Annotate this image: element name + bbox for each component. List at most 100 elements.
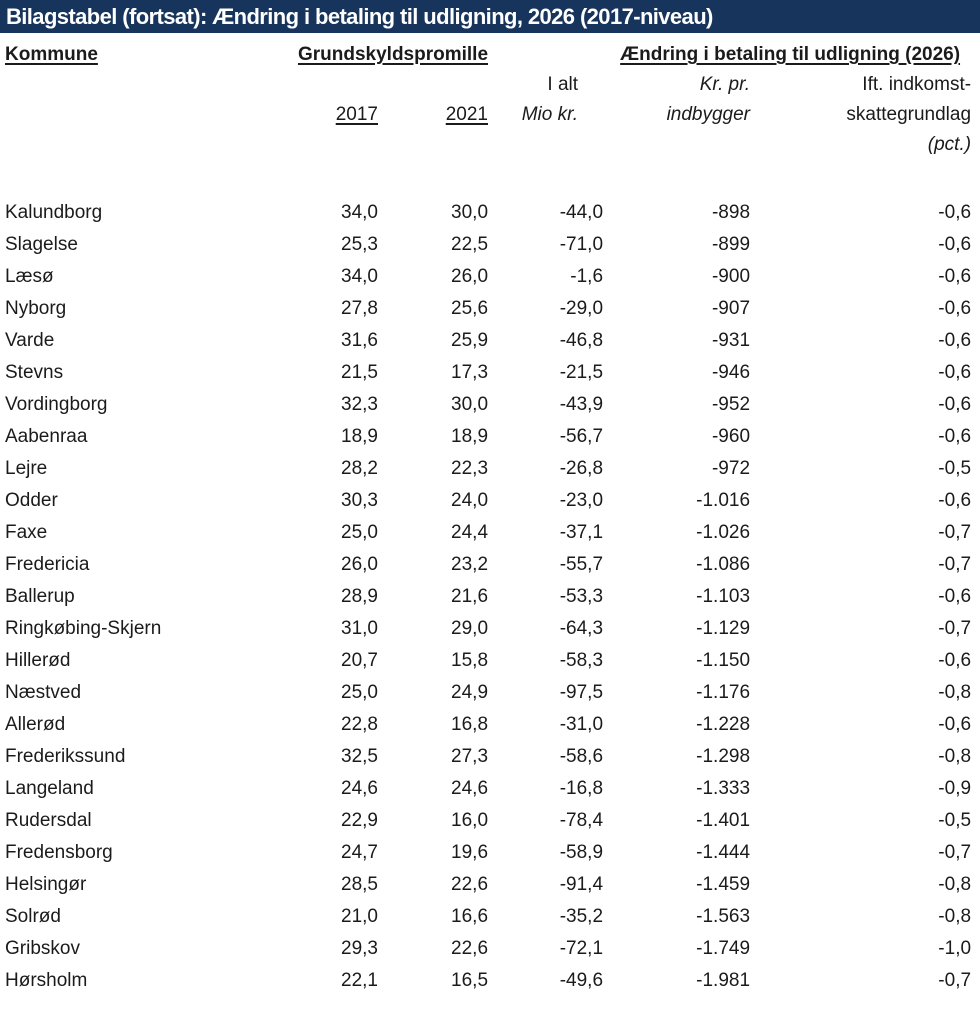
header-row-groups: Kommune Grundskyldspromille Ændring i be… — [0, 33, 980, 65]
cell-grundskyld-2021: 24,0 — [451, 490, 489, 512]
col-header-aendring-udligning: Ændring i betaling til udligning (2026) — [620, 44, 961, 66]
cell-i-alt-mio-kr: -55,7 — [559, 554, 604, 576]
cell-ift-pct: -0,8 — [938, 874, 972, 896]
cell-grundskyld-2021: 30,0 — [451, 394, 489, 416]
cell-ift-pct: -0,6 — [938, 234, 972, 256]
cell-i-alt-mio-kr: -58,6 — [559, 746, 604, 768]
cell-grundskyld-2021: 23,2 — [451, 554, 489, 576]
cell-ift-pct: -0,7 — [938, 554, 972, 576]
cell-i-alt-mio-kr: -97,5 — [559, 682, 604, 704]
table-row: Hørsholm 22,1 16,5 -49,6 -1.981 -0,7 — [0, 965, 980, 997]
col-header-kommune: Kommune — [5, 44, 98, 66]
table-row: Aabenraa 18,9 18,9 -56,7 -960 -0,6 — [0, 421, 980, 453]
cell-ift-pct: -0,7 — [938, 522, 972, 544]
cell-grundskyld-2017: 27,8 — [341, 298, 378, 320]
cell-grundskyld-2017: 25,3 — [341, 234, 378, 256]
cell-kr-pr-indbygger: -1.129 — [696, 618, 751, 640]
table-row: Slagelse 25,3 22,5 -71,0 -899 -0,6 — [0, 229, 980, 261]
subheader-2021: 2021 — [445, 104, 489, 126]
cell-kr-pr-indbygger: -1.228 — [696, 714, 751, 736]
cell-kommune: Hørsholm — [5, 970, 88, 992]
cell-ift-pct: -0,6 — [938, 330, 972, 352]
cell-grundskyld-2021: 22,5 — [451, 234, 489, 256]
cell-i-alt-mio-kr: -72,1 — [559, 938, 604, 960]
cell-kommune: Frederikssund — [5, 746, 126, 768]
cell-ift-pct: -0,6 — [938, 298, 972, 320]
cell-grundskyld-2017: 20,7 — [341, 650, 378, 672]
cell-i-alt-mio-kr: -26,8 — [559, 458, 604, 480]
cell-i-alt-mio-kr: -37,1 — [559, 522, 604, 544]
cell-ift-pct: -0,6 — [938, 426, 972, 448]
cell-kommune: Hillerød — [5, 650, 71, 672]
cell-kr-pr-indbygger: -1.026 — [696, 522, 751, 544]
empty-cell — [0, 155, 980, 197]
cell-kr-pr-indbygger: -931 — [711, 330, 751, 352]
cell-ift-pct: -0,5 — [938, 810, 972, 832]
cell-i-alt-mio-kr: -78,4 — [559, 810, 604, 832]
cell-kr-pr-indbygger: -960 — [711, 426, 751, 448]
cell-kr-pr-indbygger: -1.298 — [696, 746, 751, 768]
cell-i-alt-mio-kr: -29,0 — [559, 298, 604, 320]
cell-grundskyld-2021: 16,8 — [451, 714, 489, 736]
empty-cell — [0, 95, 280, 125]
empty-cell — [0, 65, 280, 95]
cell-ift-pct: -0,6 — [938, 266, 972, 288]
cell-kommune: Odder — [5, 490, 58, 512]
subheader-skattegrundlag: skattegrundlag — [846, 104, 972, 126]
cell-kommune: Næstved — [5, 682, 82, 704]
cell-i-alt-mio-kr: -53,3 — [559, 586, 604, 608]
table-row: Helsingør 28,5 22,6 -91,4 -1.459 -0,8 — [0, 869, 980, 901]
cell-i-alt-mio-kr: -1,6 — [570, 266, 604, 288]
title-bar: Bilagstabel (fortsat): Ændring i betalin… — [0, 0, 980, 33]
cell-kr-pr-indbygger: -1.150 — [696, 650, 751, 672]
cell-grundskyld-2017: 18,9 — [341, 426, 378, 448]
cell-i-alt-mio-kr: -56,7 — [559, 426, 604, 448]
cell-kr-pr-indbygger: -1.016 — [696, 490, 751, 512]
cell-kr-pr-indbygger: -946 — [711, 362, 751, 384]
cell-grundskyld-2021: 21,6 — [451, 586, 489, 608]
cell-kommune: Langeland — [5, 778, 94, 800]
cell-kommune: Ringkøbing-Skjern — [5, 618, 162, 640]
subheader-indbygger: indbygger — [666, 104, 751, 126]
cell-kr-pr-indbygger: -1.401 — [696, 810, 751, 832]
cell-ift-pct: -0,6 — [938, 586, 972, 608]
cell-grundskyld-2017: 30,3 — [341, 490, 378, 512]
cell-kommune: Aabenraa — [5, 426, 88, 448]
cell-grundskyld-2017: 29,3 — [341, 938, 378, 960]
cell-grundskyld-2021: 24,4 — [451, 522, 489, 544]
cell-grundskyld-2017: 28,5 — [341, 874, 378, 896]
table-row: Næstved 25,0 24,9 -97,5 -1.176 -0,8 — [0, 677, 980, 709]
cell-kommune: Gribskov — [5, 938, 80, 960]
cell-ift-pct: -0,8 — [938, 746, 972, 768]
cell-ift-pct: -0,9 — [938, 778, 972, 800]
cell-i-alt-mio-kr: -49,6 — [559, 970, 604, 992]
cell-grundskyld-2021: 16,6 — [451, 906, 489, 928]
cell-grundskyld-2017: 34,0 — [341, 266, 378, 288]
cell-kr-pr-indbygger: -1.086 — [696, 554, 751, 576]
cell-ift-pct: -0,8 — [938, 906, 972, 928]
table-row: Allerød 22,8 16,8 -31,0 -1.228 -0,6 — [0, 709, 980, 741]
page: Bilagstabel (fortsat): Ændring i betalin… — [0, 0, 980, 997]
cell-i-alt-mio-kr: -31,0 — [559, 714, 604, 736]
cell-grundskyld-2017: 32,3 — [341, 394, 378, 416]
cell-kommune: Rudersdal — [5, 810, 92, 832]
table-row: Rudersdal 22,9 16,0 -78,4 -1.401 -0,5 — [0, 805, 980, 837]
cell-i-alt-mio-kr: -71,0 — [559, 234, 604, 256]
table-header: Kommune Grundskyldspromille Ændring i be… — [0, 33, 980, 197]
table-row: Hillerød 20,7 15,8 -58,3 -1.150 -0,6 — [0, 645, 980, 677]
cell-kr-pr-indbygger: -900 — [711, 266, 751, 288]
subheader-mio-kr: Mio kr. — [521, 104, 579, 126]
cell-kr-pr-indbygger: -1.333 — [696, 778, 751, 800]
empty-cell — [378, 65, 488, 95]
cell-kommune: Solrød — [5, 906, 61, 928]
cell-grundskyld-2021: 16,5 — [451, 970, 489, 992]
header-row-sub1: I alt Kr. pr. Ift. indkomst- — [0, 65, 980, 95]
cell-grundskyld-2021: 26,0 — [451, 266, 489, 288]
cell-grundskyld-2017: 24,6 — [341, 778, 378, 800]
header-row-sub3: (pct.) — [0, 125, 980, 155]
table-row: Varde 31,6 25,9 -46,8 -931 -0,6 — [0, 325, 980, 357]
cell-kr-pr-indbygger: -899 — [711, 234, 751, 256]
cell-i-alt-mio-kr: -91,4 — [559, 874, 604, 896]
cell-grundskyld-2017: 22,1 — [341, 970, 378, 992]
header-spacer — [0, 155, 980, 197]
